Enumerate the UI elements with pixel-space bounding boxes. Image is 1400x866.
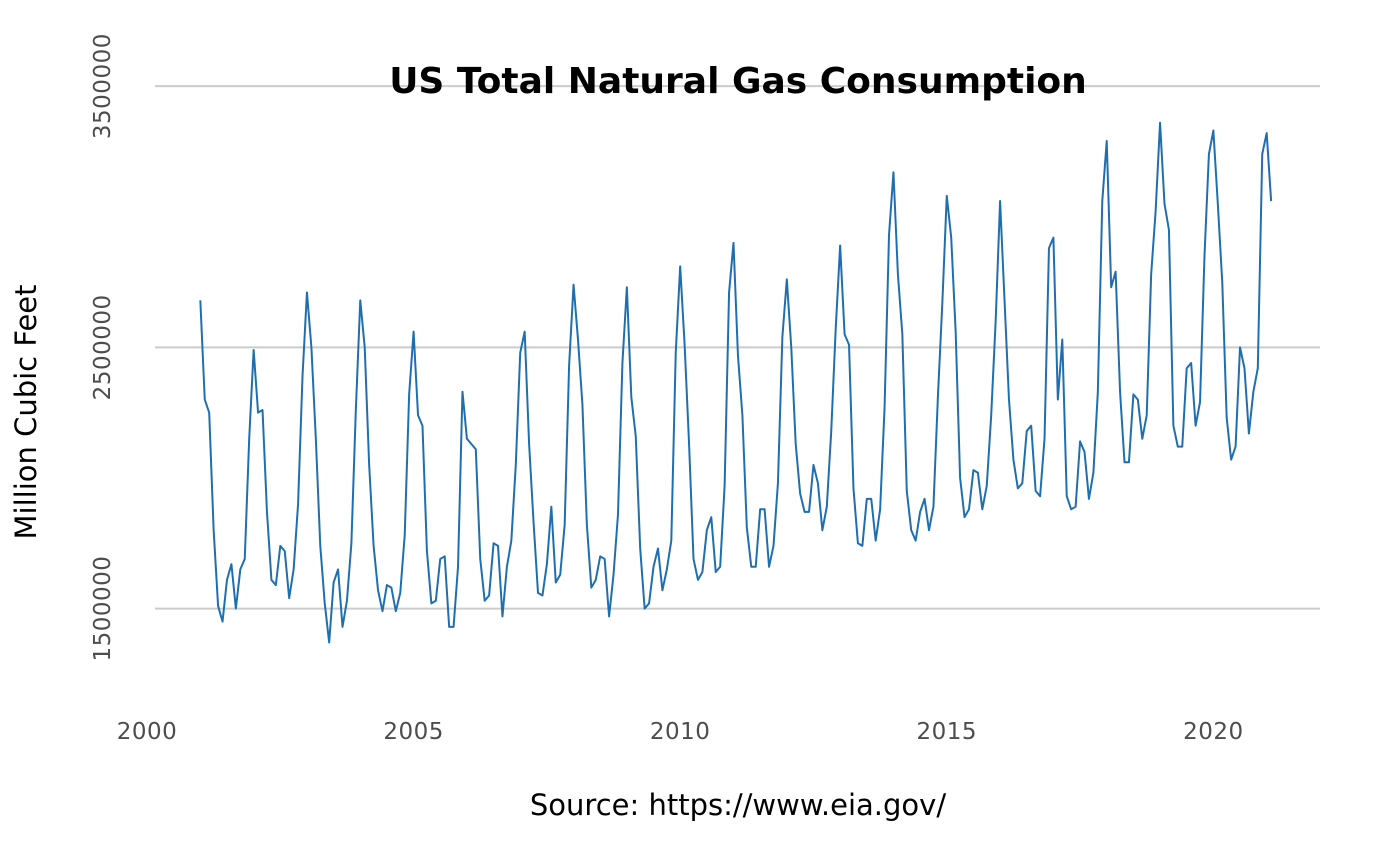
x-tick-label: 2010	[650, 719, 711, 745]
x-axis-title: Source: https://www.eia.gov/	[530, 788, 946, 822]
x-tick-label: 2015	[916, 719, 977, 745]
x-tick-label: 2020	[1183, 719, 1244, 745]
y-tick-label: 1500000	[90, 556, 116, 662]
x-tick-label: 2005	[383, 719, 444, 745]
y-tick-label: 3500000	[90, 33, 116, 139]
y-axis-title: Million Cubic Feet	[9, 285, 43, 540]
y-tick-label: 2500000	[90, 294, 116, 400]
x-axis-ticks: 2000 2005 2010 2015 2020	[117, 719, 1244, 745]
y-axis-ticks: 1500000 2500000 3500000	[90, 33, 116, 661]
chart-title: US Total Natural Gas Consumption	[389, 61, 1087, 102]
series-line	[199, 121, 1273, 644]
x-tick-label: 2000	[117, 719, 178, 745]
